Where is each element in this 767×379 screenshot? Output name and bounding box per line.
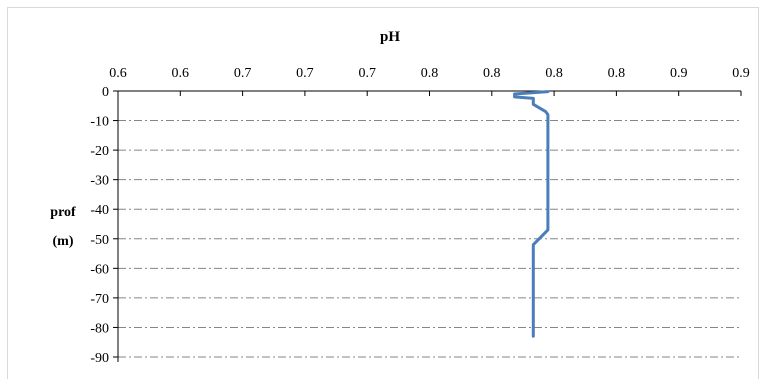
x-tick-label: 0.8 bbox=[483, 66, 501, 81]
x-tick-label: 0.6 bbox=[172, 66, 190, 81]
x-tick-label: 0.8 bbox=[545, 66, 563, 81]
y-tick-label: -60 bbox=[90, 262, 109, 277]
y-tick-label: -10 bbox=[90, 115, 109, 130]
y-tick-label: -90 bbox=[90, 351, 109, 366]
y-tick-label: 0 bbox=[102, 85, 109, 100]
y-tick-label: -20 bbox=[90, 144, 109, 159]
x-tick-label: 0.9 bbox=[670, 66, 688, 81]
x-tick-label: 0.7 bbox=[358, 66, 376, 81]
x-tick-label: 0.7 bbox=[234, 66, 252, 81]
x-tick-label: 0.9 bbox=[732, 66, 750, 81]
y-axis-label-line-2: (m) bbox=[53, 234, 74, 249]
y-axis-ticks: 0 -10 -20 -30 -40 -50 -60 -70 -80 -90 bbox=[90, 85, 118, 366]
y-tick-label: -80 bbox=[90, 321, 109, 336]
x-tick-label: 0.8 bbox=[608, 66, 626, 81]
data-series bbox=[513, 90, 550, 338]
x-tick-label: 0.8 bbox=[421, 66, 439, 81]
y-tick-label: -50 bbox=[90, 233, 109, 248]
series-line bbox=[513, 90, 550, 338]
gridlines bbox=[118, 120, 741, 358]
y-tick-label: -70 bbox=[90, 292, 109, 307]
y-tick-label: -40 bbox=[90, 203, 109, 218]
x-axis-ticks: 0.6 0.6 0.7 0.7 0.7 0.8 0.8 0.8 0.8 0.9 0.9 bbox=[109, 66, 750, 96]
axes bbox=[117, 90, 741, 362]
chart-title: pH bbox=[380, 29, 400, 45]
y-tick-label: -30 bbox=[90, 174, 109, 189]
x-tick-label: 0.6 bbox=[109, 66, 127, 81]
y-axis-label-line-1: prof bbox=[50, 205, 76, 220]
y-axis-label: prof (m) bbox=[50, 205, 76, 249]
x-tick-label: 0.7 bbox=[296, 66, 314, 81]
chart-frame bbox=[7, 7, 759, 379]
